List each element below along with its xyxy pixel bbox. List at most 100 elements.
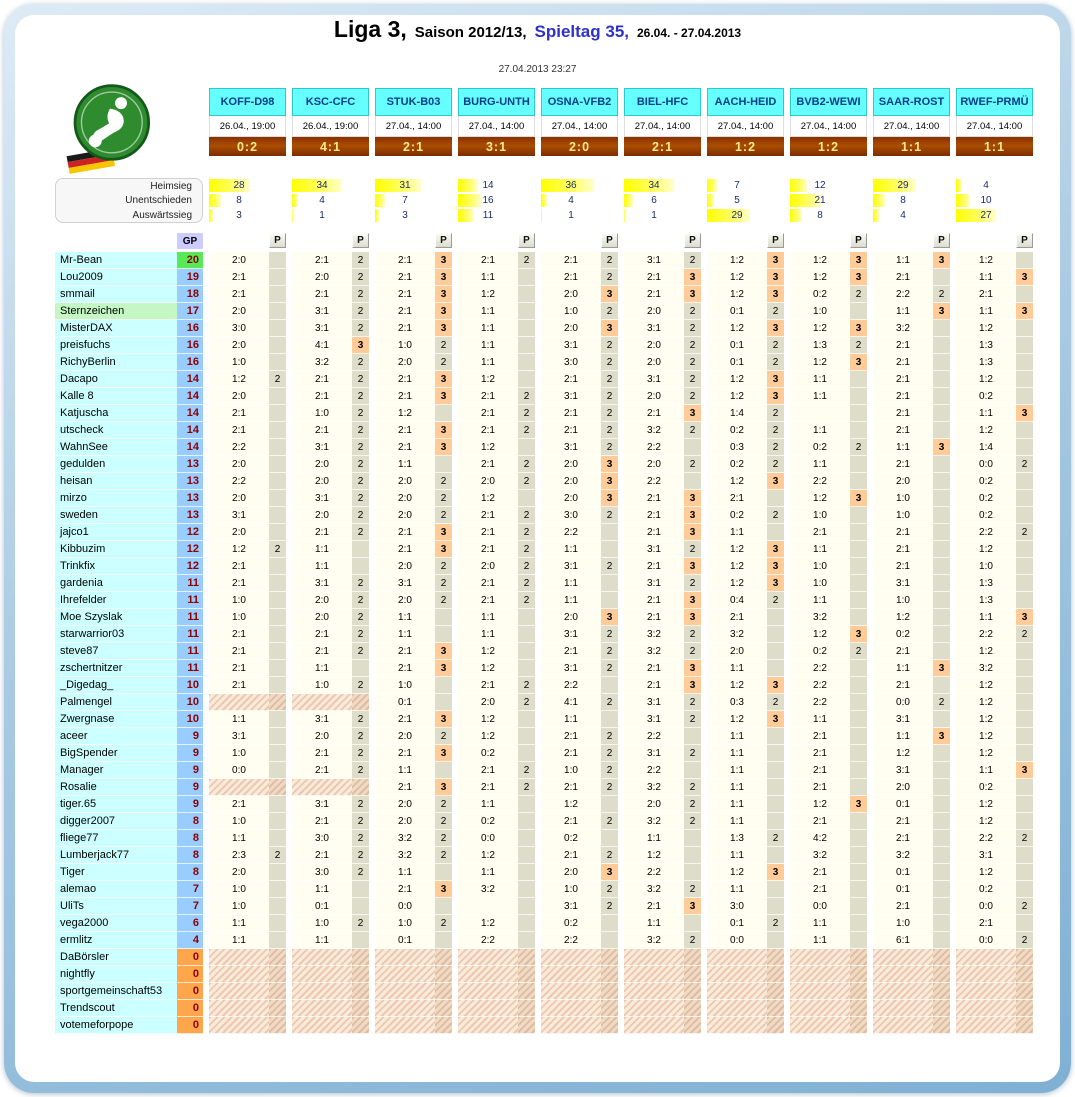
p-header-button[interactable]: P bbox=[352, 233, 369, 248]
tip-cell: 2:1 bbox=[873, 371, 933, 388]
points-cell: 2 bbox=[435, 337, 452, 354]
p-header-button[interactable]: P bbox=[933, 233, 950, 248]
points-cell bbox=[767, 728, 784, 745]
points-cell: 2 bbox=[352, 422, 369, 439]
points-cell: 2 bbox=[352, 269, 369, 286]
points-cell bbox=[518, 881, 535, 898]
tip-cell: 0:3 bbox=[707, 694, 767, 711]
stat-bar: 11 bbox=[458, 208, 518, 223]
p-header-button[interactable]: P bbox=[518, 233, 535, 248]
points-cell: 2 bbox=[601, 558, 618, 575]
points-cell bbox=[933, 320, 950, 337]
tip-cell: 1:2 bbox=[209, 371, 269, 388]
points-cell bbox=[269, 388, 286, 405]
tip-cell: 3:2 bbox=[873, 320, 933, 337]
tip-cell: 2:0 bbox=[624, 388, 684, 405]
points-cell bbox=[1016, 847, 1033, 864]
tip-cell: 1:1 bbox=[292, 541, 352, 558]
player-name: Dacapo bbox=[55, 371, 177, 388]
tip-cell: 2:1 bbox=[375, 371, 435, 388]
tip-cell: 1:2 bbox=[541, 796, 601, 813]
tip-cell: 1:1 bbox=[956, 762, 1016, 779]
tip-cell: 2:1 bbox=[375, 303, 435, 320]
p-header-button[interactable]: P bbox=[1016, 233, 1033, 248]
points-cell bbox=[518, 813, 535, 830]
stat-bar: 29 bbox=[873, 178, 933, 193]
points-cell bbox=[850, 983, 867, 1000]
points-cell bbox=[269, 762, 286, 779]
points-cell: 2 bbox=[684, 932, 701, 949]
tip-cell: 2:1 bbox=[873, 677, 933, 694]
tip-cell: 3:1 bbox=[375, 575, 435, 592]
points-cell: 2 bbox=[352, 252, 369, 269]
points-cell: 2 bbox=[767, 354, 784, 371]
tip-cell: 2:1 bbox=[209, 796, 269, 813]
points-cell: 2 bbox=[767, 915, 784, 932]
player-gp: 4 bbox=[177, 932, 203, 949]
stat-value: 27 bbox=[980, 210, 992, 221]
tip-cell: 0:1 bbox=[292, 898, 352, 915]
points-cell bbox=[269, 932, 286, 949]
points-cell: 2 bbox=[352, 473, 369, 490]
points-cell bbox=[1016, 813, 1033, 830]
points-cell bbox=[1016, 949, 1033, 966]
points-cell: 2 bbox=[684, 337, 701, 354]
tip-cell: 2:2 bbox=[790, 660, 850, 677]
stat-bar-fill bbox=[541, 179, 594, 192]
match-date: 27.04., 14:00 bbox=[956, 116, 1033, 137]
tip-cell: 0:1 bbox=[707, 303, 767, 320]
points-cell bbox=[269, 490, 286, 507]
points-cell bbox=[601, 932, 618, 949]
points-cell bbox=[767, 898, 784, 915]
tip-cell: 2:0 bbox=[375, 592, 435, 609]
points-cell bbox=[850, 1017, 867, 1034]
p-header-button[interactable]: P bbox=[850, 233, 867, 248]
tip-cell: 2:1 bbox=[375, 252, 435, 269]
tip-cell: 1:1 bbox=[624, 915, 684, 932]
tip-cell bbox=[292, 1000, 352, 1017]
stat-bar-fill bbox=[624, 179, 674, 192]
player-name: starwarrior03 bbox=[55, 626, 177, 643]
tip-cell: 2:1 bbox=[624, 609, 684, 626]
points-cell bbox=[269, 286, 286, 303]
tip-cell bbox=[873, 1000, 933, 1017]
tip-cell: 3:1 bbox=[541, 898, 601, 915]
tip-cell: 3:1 bbox=[624, 541, 684, 558]
player-name: sweden bbox=[55, 507, 177, 524]
points-cell: 2 bbox=[352, 303, 369, 320]
points-cell: 3 bbox=[684, 558, 701, 575]
stat-bar-fill bbox=[873, 209, 879, 222]
tip-cell: 1:2 bbox=[790, 354, 850, 371]
stat-bar: 5 bbox=[707, 193, 767, 208]
points-cell bbox=[850, 762, 867, 779]
tip-cell: 1:2 bbox=[956, 252, 1016, 269]
tip-cell: 0:2 bbox=[541, 830, 601, 847]
points-cell: 2 bbox=[767, 592, 784, 609]
points-cell bbox=[518, 490, 535, 507]
p-header-button[interactable]: P bbox=[601, 233, 618, 248]
points-cell: 2 bbox=[850, 337, 867, 354]
tip-cell: 1:1 bbox=[458, 354, 518, 371]
player-name: gardenia bbox=[55, 575, 177, 592]
tip-cell: 1:1 bbox=[209, 932, 269, 949]
points-cell: 2 bbox=[601, 405, 618, 422]
tip-cell: 2:1 bbox=[375, 745, 435, 762]
points-cell bbox=[1016, 320, 1033, 337]
points-cell: 2 bbox=[518, 575, 535, 592]
tip-cell bbox=[956, 1000, 1016, 1017]
points-cell bbox=[269, 949, 286, 966]
points-cell bbox=[1016, 864, 1033, 881]
points-cell bbox=[850, 575, 867, 592]
tip-cell: 2:1 bbox=[873, 405, 933, 422]
tip-cell: 0:0 bbox=[790, 898, 850, 915]
p-header-button[interactable]: P bbox=[269, 233, 286, 248]
tip-cell bbox=[458, 949, 518, 966]
points-cell bbox=[1016, 779, 1033, 796]
points-cell bbox=[767, 490, 784, 507]
tip-cell: 3:2 bbox=[458, 881, 518, 898]
p-header-button[interactable]: P bbox=[767, 233, 784, 248]
points-cell bbox=[601, 575, 618, 592]
points-cell bbox=[518, 354, 535, 371]
p-header-button[interactable]: P bbox=[435, 233, 452, 248]
p-header-button[interactable]: P bbox=[684, 233, 701, 248]
